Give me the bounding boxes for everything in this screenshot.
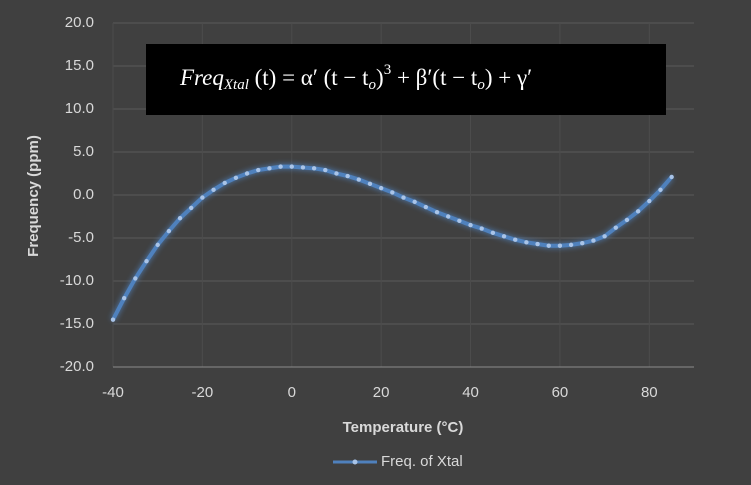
y-tick-label: -15.0 (60, 315, 94, 332)
y-tick-label: 20.0 (65, 14, 94, 31)
y-tick-label: -5.0 (68, 229, 94, 246)
formula-part: ) (376, 65, 384, 90)
point (334, 171, 339, 176)
point (568, 242, 574, 248)
point (613, 225, 618, 230)
x-tick-label: -20 (192, 384, 214, 401)
point (189, 205, 194, 211)
formula-part: + β′(t − t (391, 65, 478, 90)
point (535, 241, 540, 247)
point (490, 230, 496, 236)
point (412, 199, 417, 205)
formula-part: 3 (384, 62, 392, 78)
formula: FreqXtal (t) = α′ (t − to)3 + β′(t − to)… (179, 62, 532, 93)
point (580, 240, 585, 246)
point (244, 171, 250, 176)
point (323, 167, 328, 173)
point (278, 164, 283, 169)
point (367, 181, 373, 187)
x-tick-label: 40 (462, 384, 479, 401)
formula-part: o (369, 77, 377, 93)
x-tick-label: -40 (102, 384, 124, 401)
point (602, 234, 607, 239)
y-tick-label: 15.0 (65, 57, 94, 74)
formula-part: Freq (179, 65, 224, 90)
y-tick-label: 0.0 (73, 186, 94, 203)
x-tick-label: 0 (288, 384, 296, 401)
point (457, 218, 462, 223)
point (378, 185, 384, 191)
point (311, 166, 317, 171)
point (211, 187, 216, 193)
point (647, 198, 652, 204)
point (110, 317, 116, 322)
point (121, 296, 127, 301)
point (233, 175, 239, 180)
formula-part: ) + γ′ (485, 65, 532, 90)
formula-part: o (477, 77, 485, 93)
point (434, 210, 440, 215)
point (591, 238, 596, 243)
point (356, 177, 362, 182)
point (546, 243, 551, 248)
point (267, 166, 272, 171)
formula-box (146, 44, 666, 115)
point (390, 190, 395, 195)
point (133, 276, 138, 281)
legend-marker (352, 459, 358, 465)
legend-label: Freq. of Xtal (381, 453, 463, 470)
point (289, 164, 294, 169)
y-tick-label: -20.0 (60, 358, 94, 375)
point (166, 228, 172, 234)
point (222, 180, 227, 186)
point (445, 214, 451, 219)
point (200, 195, 205, 200)
point (423, 204, 429, 210)
point (401, 195, 406, 200)
formula-part: (t) = α′ (t − t (249, 65, 369, 90)
point (624, 217, 630, 223)
point (144, 259, 149, 264)
point (345, 173, 350, 179)
point (501, 234, 507, 239)
y-axis-title: Frequency (ppm) (25, 135, 42, 257)
formula-part: Xtal (223, 77, 249, 93)
point (658, 187, 663, 193)
point (635, 209, 641, 214)
x-tick-label: 60 (552, 384, 569, 401)
plot (110, 164, 674, 322)
point (256, 167, 261, 173)
y-tick-label: 5.0 (73, 143, 94, 160)
point (300, 165, 306, 170)
point (513, 237, 518, 242)
point (468, 222, 473, 228)
y-tick-label: -10.0 (60, 272, 94, 289)
point (557, 243, 563, 248)
point (155, 242, 160, 248)
y-tick-label: 10.0 (65, 100, 94, 117)
point (524, 240, 529, 245)
point (177, 216, 183, 221)
point (669, 174, 674, 180)
x-tick-label: 80 (641, 384, 658, 401)
x-axis-title: Temperature (°C) (343, 419, 464, 436)
point (479, 226, 484, 231)
x-tick-label: 20 (373, 384, 390, 401)
